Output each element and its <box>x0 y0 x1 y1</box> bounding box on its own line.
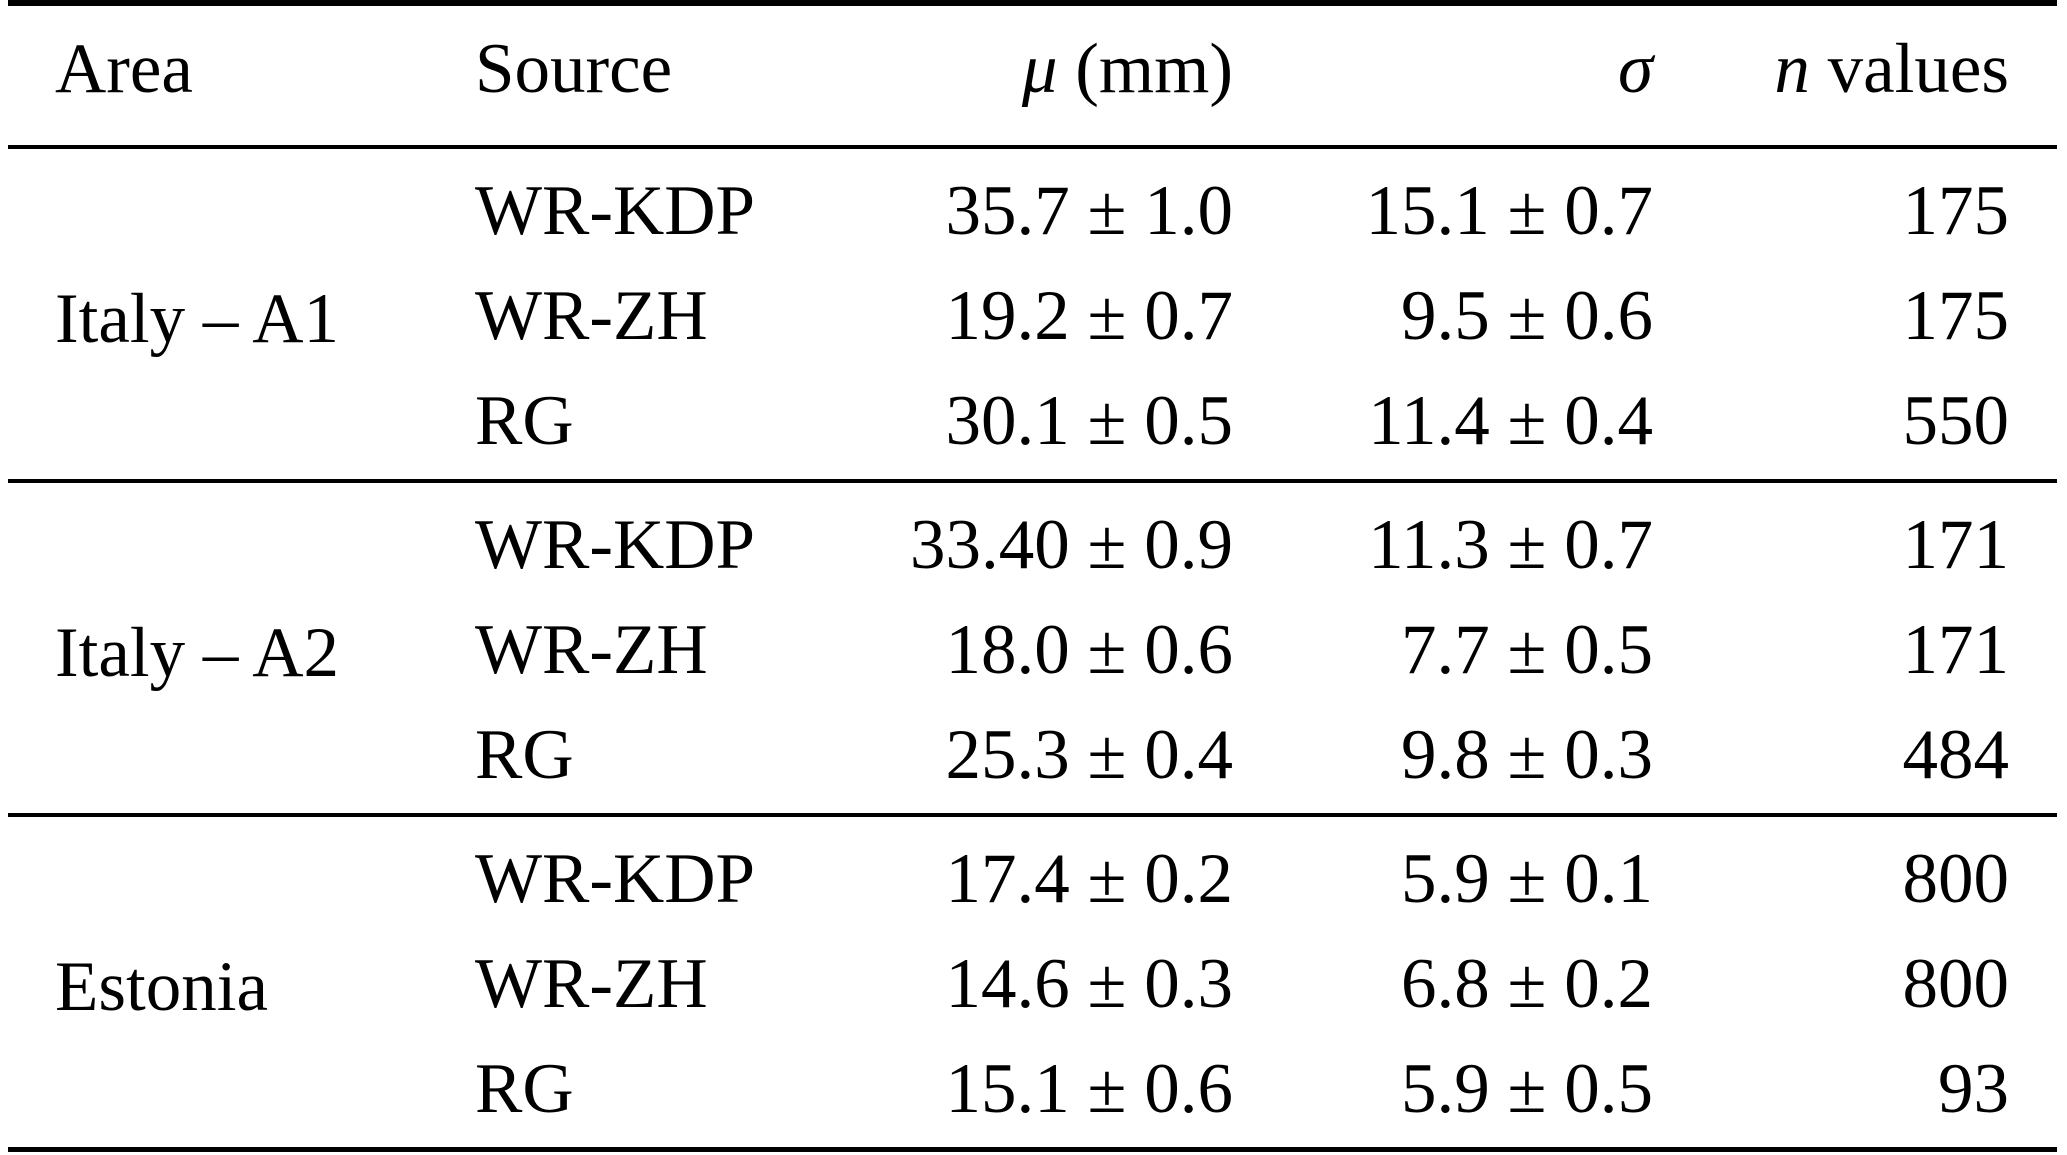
mu-cell: 19.2 ± 0.7 <box>945 277 1233 355</box>
col-header-sigma: σ <box>1243 3 1663 149</box>
n-cell: 550 <box>1902 382 2010 460</box>
n-values-label: values <box>1809 30 2009 108</box>
n-cell: 171 <box>1902 611 2010 689</box>
source-cell: WR-ZH <box>475 945 708 1023</box>
sigma-cell: 11.3 ± 0.7 <box>1368 506 1653 584</box>
group-italy-a1: Italy – A1 WR-KDP 35.7 ± 1.0 15.1 ± 0.7 … <box>8 147 2057 481</box>
table-row: WR-ZH 14.6 ± 0.3 6.8 ± 0.2 800 <box>8 932 2057 1037</box>
sigma-cell: 5.9 ± 0.1 <box>1401 840 1653 918</box>
area-cell: Italy – A2 <box>55 613 339 692</box>
sigma-symbol: σ <box>1617 30 1653 108</box>
table-row: Italy – A2 WR-KDP 33.40 ± 0.9 11.3 ± 0.7… <box>8 481 2057 689</box>
header-row: Area Source μ (mm) σ n values <box>8 3 2057 149</box>
group-italy-a2: Italy – A2 WR-KDP 33.40 ± 0.9 11.3 ± 0.7… <box>8 481 2057 815</box>
mu-cell: 33.40 ± 0.9 <box>910 506 1233 584</box>
source-cell: RG <box>475 382 574 460</box>
table-row: RG 25.3 ± 0.4 9.8 ± 0.3 484 <box>8 703 2057 815</box>
col-header-source-label: Source <box>475 30 673 108</box>
area-cell: Estonia <box>55 947 268 1026</box>
source-cell: WR-ZH <box>475 611 708 689</box>
source-cell: WR-KDP <box>475 172 756 250</box>
mu-cell: 14.6 ± 0.3 <box>945 945 1233 1023</box>
mu-cell: 15.1 ± 0.6 <box>945 1050 1233 1128</box>
sigma-cell: 11.4 ± 0.4 <box>1368 382 1653 460</box>
sigma-cell: 9.8 ± 0.3 <box>1401 716 1653 794</box>
source-cell: RG <box>475 1050 574 1128</box>
source-cell: WR-ZH <box>475 277 708 355</box>
n-cell: 93 <box>1938 1050 2009 1128</box>
mu-cell: 18.0 ± 0.6 <box>945 611 1233 689</box>
statistics-table: Area Source μ (mm) σ n values Italy – A1… <box>8 0 2057 1152</box>
table-row: Estonia WR-KDP 17.4 ± 0.2 5.9 ± 0.1 800 <box>8 815 2057 1022</box>
mu-cell: 35.7 ± 1.0 <box>945 172 1233 250</box>
n-symbol: n <box>1774 30 1810 108</box>
area-cell: Italy – A1 <box>55 279 339 358</box>
table-row: RG 30.1 ± 0.5 11.4 ± 0.4 550 <box>8 369 2057 481</box>
sigma-cell: 6.8 ± 0.2 <box>1401 945 1653 1023</box>
n-cell: 800 <box>1902 840 2010 918</box>
sigma-cell: 5.9 ± 0.5 <box>1401 1050 1653 1128</box>
n-cell: 171 <box>1902 506 2010 584</box>
sigma-cell: 15.1 ± 0.7 <box>1365 172 1653 250</box>
sigma-cell: 9.5 ± 0.6 <box>1401 277 1653 355</box>
mu-cell: 30.1 ± 0.5 <box>945 382 1233 460</box>
col-header-area: Area <box>8 3 467 149</box>
mu-symbol: μ <box>1021 30 1058 108</box>
mu-cell: 17.4 ± 0.2 <box>945 840 1233 918</box>
table-header: Area Source μ (mm) σ n values <box>8 3 2057 149</box>
mu-cell: 25.3 ± 0.4 <box>945 716 1233 794</box>
table-row: RG 15.1 ± 0.6 5.9 ± 0.5 93 <box>8 1037 2057 1150</box>
col-header-source: Source <box>467 3 890 149</box>
table-row: WR-ZH 19.2 ± 0.7 9.5 ± 0.6 175 <box>8 264 2057 369</box>
n-cell: 175 <box>1902 277 2010 355</box>
source-cell: WR-KDP <box>475 506 756 584</box>
sigma-cell: 7.7 ± 0.5 <box>1401 611 1653 689</box>
source-cell: RG <box>475 716 574 794</box>
col-header-n-values: n values <box>1663 3 2057 149</box>
source-cell: WR-KDP <box>475 840 756 918</box>
n-cell: 800 <box>1902 945 2010 1023</box>
col-header-area-label: Area <box>55 30 193 108</box>
group-estonia: Estonia WR-KDP 17.4 ± 0.2 5.9 ± 0.1 800 … <box>8 815 2057 1150</box>
n-cell: 175 <box>1902 172 2010 250</box>
table-row: Italy – A1 WR-KDP 35.7 ± 1.0 15.1 ± 0.7 … <box>8 147 2057 355</box>
table-row: WR-ZH 18.0 ± 0.6 7.7 ± 0.5 171 <box>8 598 2057 703</box>
mu-unit: (mm) <box>1057 30 1233 108</box>
n-cell: 484 <box>1902 716 2010 794</box>
col-header-mu: μ (mm) <box>890 3 1243 149</box>
